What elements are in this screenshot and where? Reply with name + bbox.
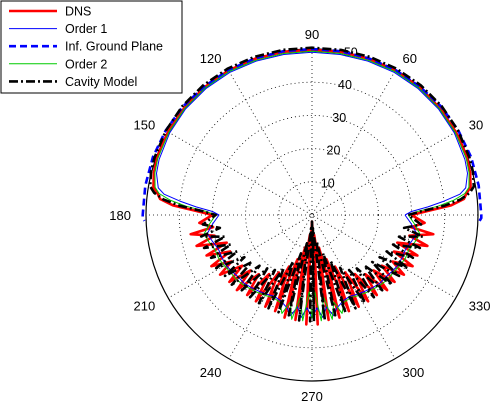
- angle-tick-label-270: 270: [301, 389, 323, 403]
- plot-area: [146, 49, 478, 381]
- angle-tick-label-330: 330: [469, 299, 490, 314]
- angle-tick-label-180: 180: [109, 208, 131, 223]
- radial-tick-label-10: 10: [321, 176, 335, 190]
- radial-tick-label-40: 40: [338, 78, 352, 92]
- angle-tick-label-90: 90: [305, 27, 319, 42]
- angle-tick-label-60: 60: [403, 51, 417, 66]
- angle-tick-label-30: 30: [469, 118, 483, 133]
- legend-label-3: Order 2: [65, 57, 107, 71]
- angular-spoke-120: [228, 71, 396, 359]
- radial-tick-label-20: 20: [327, 144, 341, 158]
- angular-spoke-150: [168, 131, 456, 299]
- angle-tick-label-210: 210: [134, 299, 156, 314]
- tick-labels: 0306090120150180210240270300330102030405…: [109, 27, 490, 403]
- legend-label-2: Inf. Ground Plane: [65, 40, 163, 54]
- legend-label-4: Cavity Model: [65, 75, 137, 89]
- angle-tick-label-150: 150: [134, 118, 156, 133]
- legend-label-0: DNS: [65, 5, 91, 19]
- angular-spoke-30: [168, 131, 456, 299]
- angle-tick-label-120: 120: [200, 51, 222, 66]
- legend: DNS Order 1 Inf. Ground Plane Order 2 Cavity…: [0, 0, 183, 94]
- radial-grid-circle-3: [178, 81, 446, 349]
- angle-tick-label-300: 300: [403, 365, 425, 380]
- series-lines: [141, 46, 483, 326]
- radial-tick-label-30: 30: [332, 111, 346, 125]
- angular-spoke-60: [228, 71, 396, 359]
- angle-tick-label-240: 240: [200, 365, 222, 380]
- series-line-4: [148, 46, 476, 323]
- legend-label-1: Order 1: [65, 22, 107, 36]
